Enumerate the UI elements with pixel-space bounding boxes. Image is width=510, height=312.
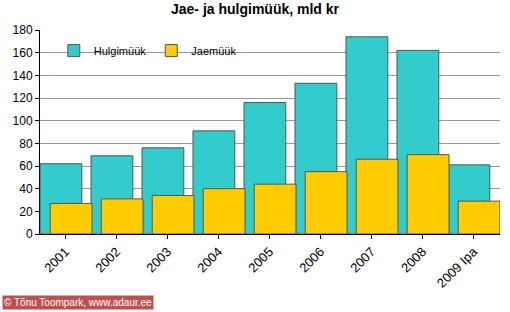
svg-text:2005: 2005 (245, 244, 276, 275)
svg-text:120: 120 (13, 91, 33, 105)
svg-text:180: 180 (13, 23, 33, 37)
svg-text:20: 20 (19, 205, 33, 219)
svg-text:160: 160 (13, 46, 33, 60)
svg-text:2002: 2002 (92, 244, 123, 275)
svg-text:Jae- ja hulgimüük, mld kr: Jae- ja hulgimüük, mld kr (171, 1, 340, 17)
svg-text:80: 80 (19, 137, 33, 151)
svg-text:100: 100 (13, 114, 33, 128)
svg-text:Jaemüük: Jaemüük (191, 45, 236, 57)
svg-text:2007: 2007 (347, 244, 378, 275)
svg-text:140: 140 (13, 69, 33, 83)
svg-text:Hulgimüük: Hulgimüük (94, 45, 146, 57)
svg-text:2006: 2006 (296, 244, 327, 275)
svg-text:2001: 2001 (41, 244, 72, 275)
svg-text:0: 0 (26, 227, 33, 241)
svg-text:2004: 2004 (194, 244, 225, 275)
svg-text:© Tõnu Toompark, www.adaur.ee: © Tõnu Toompark, www.adaur.ee (4, 297, 152, 308)
svg-text:2009 Ipa: 2009 Ipa (434, 244, 481, 291)
svg-text:40: 40 (19, 182, 33, 196)
svg-text:2008: 2008 (398, 244, 429, 275)
svg-text:2003: 2003 (143, 244, 174, 275)
svg-text:60: 60 (19, 159, 33, 173)
